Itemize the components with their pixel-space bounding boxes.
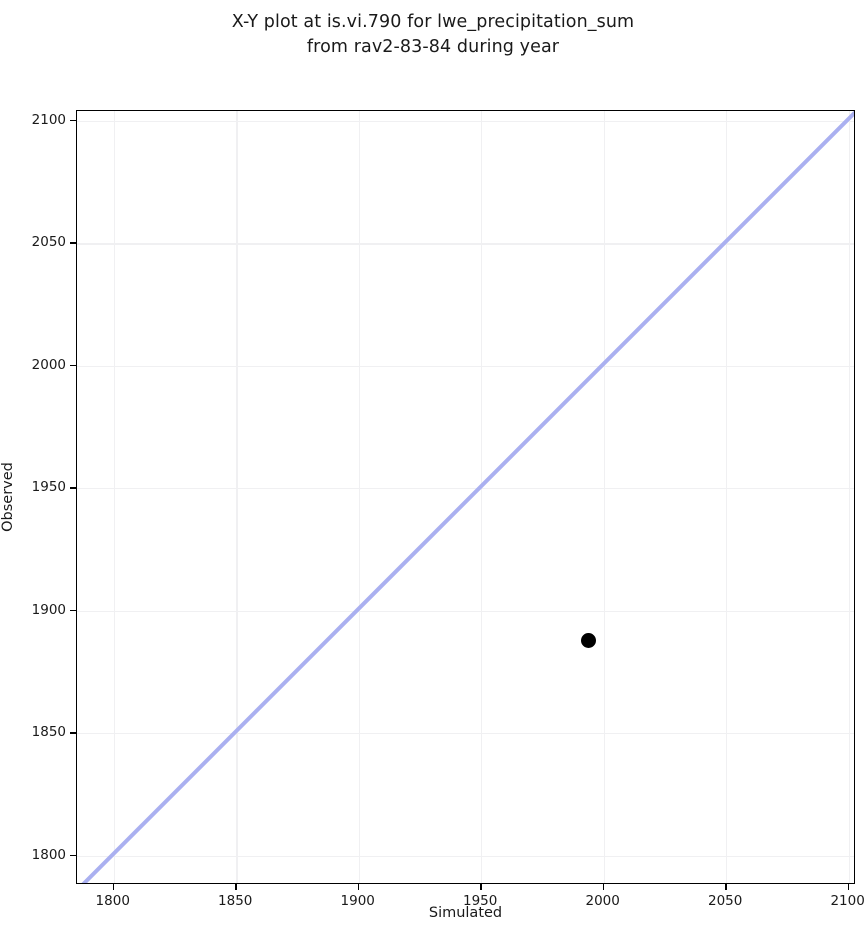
gridline-horizontal (77, 488, 854, 490)
gridline-vertical (848, 111, 850, 883)
y-tick-label: 2100 (31, 111, 66, 128)
gridline-horizontal (77, 243, 854, 245)
y-tick-mark (70, 732, 76, 734)
gridline-horizontal (77, 365, 854, 368)
data-point[interactable] (581, 632, 597, 648)
y-tick-label: 1850 (31, 724, 66, 741)
y-tick-label: 2000 (31, 356, 66, 373)
y-tick-mark (70, 854, 76, 856)
gridline-vertical (113, 111, 116, 883)
gridline-horizontal (77, 855, 854, 857)
gridline-vertical (481, 111, 483, 883)
gridline-horizontal (77, 733, 854, 735)
y-tick-mark (70, 364, 76, 367)
y-tick-label: 1900 (31, 601, 66, 618)
y-axis-label: Observed (0, 462, 16, 532)
x-tick-label: 2000 (585, 893, 620, 909)
x-tick-mark (480, 884, 482, 890)
one-to-one-reference-line (81, 111, 854, 883)
x-tick-mark (847, 884, 850, 890)
gridline-vertical (726, 111, 728, 883)
x-tick-label: 2100 (830, 893, 865, 909)
gridline-vertical (358, 111, 360, 883)
gridline-vertical (603, 111, 605, 883)
y-tick-mark (70, 119, 76, 122)
x-tick-label: 1850 (218, 893, 253, 909)
x-tick-label: 1800 (95, 893, 130, 909)
gridline-horizontal (77, 120, 854, 123)
plot-area[interactable] (76, 110, 855, 884)
x-axis-label: Simulated (428, 905, 503, 921)
y-tick-label: 2050 (31, 234, 66, 251)
y-tick-mark (70, 487, 76, 489)
x-tick-label: 2050 (707, 893, 743, 909)
y-tick-mark (70, 242, 76, 244)
x-tick-label: 1950 (463, 893, 498, 909)
x-tick-mark (602, 884, 605, 890)
chart-title: X-Y plot at is.vi.790 for lwe_precipitat… (231, 12, 635, 57)
y-tick-mark (70, 609, 76, 612)
x-tick-mark (357, 884, 360, 890)
x-tick-mark (112, 884, 115, 890)
x-tick-mark (725, 884, 727, 890)
y-tick-label: 1950 (31, 479, 66, 496)
gridline-vertical (236, 111, 238, 883)
x-tick-mark (235, 884, 237, 890)
gridline-horizontal (77, 610, 854, 612)
y-tick-label: 1800 (31, 846, 66, 863)
x-tick-label: 1900 (340, 893, 375, 909)
